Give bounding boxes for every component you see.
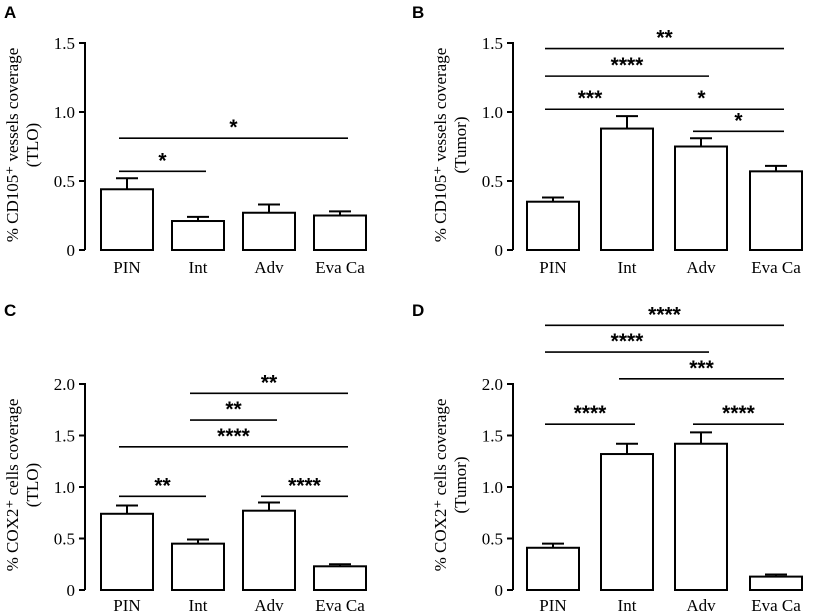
panel-label: B bbox=[412, 3, 424, 22]
y-tick-label: 1.5 bbox=[482, 34, 503, 53]
significance-stars: **** bbox=[722, 402, 756, 425]
y-axis-label-line2: (TLO) bbox=[23, 463, 42, 507]
y-tick-label: 2.0 bbox=[54, 375, 75, 394]
y-tick-label: 0 bbox=[67, 241, 76, 260]
x-tick-label: Eva Ca bbox=[315, 258, 365, 277]
x-tick-label: Int bbox=[189, 596, 208, 611]
bar bbox=[526, 200, 580, 251]
y-tick-label: 0 bbox=[495, 241, 504, 260]
x-tick-label: Int bbox=[618, 258, 637, 277]
significance-stars: * bbox=[229, 116, 238, 139]
significance-stars: **** bbox=[288, 474, 322, 497]
y-tick-label: 0.5 bbox=[482, 530, 503, 549]
bar bbox=[100, 512, 154, 592]
bar bbox=[171, 220, 225, 252]
y-axis-label-line1: % COX2⁺ cells coverage bbox=[3, 399, 22, 572]
panel-D: D 0 0.5 1.0 1.5 2.0 % COX2⁺ cells coverage(Tum… bbox=[412, 301, 803, 611]
significance-stars: **** bbox=[574, 402, 608, 425]
x-tick-label: Adv bbox=[686, 596, 716, 611]
x-tick-label: PIN bbox=[113, 258, 140, 277]
y-tick-label: 1.5 bbox=[482, 427, 503, 446]
bar bbox=[674, 145, 728, 251]
y-axis-label: % COX2⁺ cells coverage(TLO) bbox=[3, 399, 42, 572]
x-tick-label: Adv bbox=[254, 258, 284, 277]
y-tick-label: 1.5 bbox=[54, 427, 75, 446]
y-tick-label: 1.0 bbox=[54, 478, 75, 497]
x-tick-label: PIN bbox=[539, 596, 566, 611]
x-tick-label: Eva Ca bbox=[751, 596, 801, 611]
x-tick-label: Adv bbox=[686, 258, 716, 277]
significance-stars: **** bbox=[611, 54, 645, 77]
bar bbox=[100, 188, 154, 251]
x-tick-label: Adv bbox=[254, 596, 284, 611]
bar bbox=[749, 575, 803, 591]
bar bbox=[600, 127, 654, 251]
x-tick-label: Int bbox=[618, 596, 637, 611]
y-tick-label: 0 bbox=[495, 581, 504, 600]
bar bbox=[242, 509, 296, 591]
significance-stars: * bbox=[158, 149, 167, 172]
panel-label: A bbox=[4, 3, 16, 22]
significance-stars: ** bbox=[154, 474, 171, 497]
significance-stars: **** bbox=[611, 330, 645, 353]
y-tick-label: 1.0 bbox=[482, 103, 503, 122]
significance-stars: *** bbox=[578, 87, 603, 110]
y-axis-label-line1: % CD105⁺ vessels coverage bbox=[3, 48, 22, 243]
y-tick-label: 0.5 bbox=[482, 172, 503, 191]
x-tick-label: Eva Ca bbox=[751, 258, 801, 277]
y-axis-label: % COX2⁺ cells coverage(Tumor) bbox=[431, 399, 470, 572]
bar bbox=[313, 214, 367, 251]
significance-stars: * bbox=[697, 87, 706, 110]
y-tick-label: 0 bbox=[67, 581, 76, 600]
bar bbox=[526, 546, 580, 592]
bar bbox=[171, 542, 225, 592]
significance-stars: *** bbox=[689, 357, 714, 380]
y-axis-label-line2: (Tumor) bbox=[451, 457, 470, 514]
y-axis-label: % CD105⁺ vessels coverage(Tumor) bbox=[431, 48, 470, 243]
y-tick-label: 1.5 bbox=[54, 34, 75, 53]
significance-stars: ** bbox=[261, 371, 278, 394]
y-axis-label-line1: % COX2⁺ cells coverage bbox=[431, 399, 450, 572]
y-tick-label: 1.0 bbox=[482, 478, 503, 497]
panel-B: B 0 0.5 1.0 1.5 % CD105⁺ vessels coverage(Tum… bbox=[412, 3, 803, 277]
y-axis-label-line1: % CD105⁺ vessels coverage bbox=[431, 48, 450, 243]
y-axis-label-line2: (Tumor) bbox=[451, 117, 470, 174]
significance-stars: **** bbox=[217, 425, 251, 448]
significance-stars: **** bbox=[648, 303, 682, 326]
panel-C: C 0 0.5 1.0 1.5 2.0 % COX2⁺ cells coverage(TLO… bbox=[3, 301, 367, 611]
x-tick-label: Int bbox=[189, 258, 208, 277]
panel-label: D bbox=[412, 301, 424, 320]
x-tick-label: Eva Ca bbox=[315, 596, 365, 611]
y-axis-label: % CD105⁺ vessels coverage(TLO) bbox=[3, 48, 42, 243]
significance-stars: * bbox=[734, 109, 743, 132]
y-axis-label-line2: (TLO) bbox=[23, 123, 42, 167]
x-tick-label: PIN bbox=[113, 596, 140, 611]
x-tick-label: PIN bbox=[539, 258, 566, 277]
bar bbox=[600, 453, 654, 592]
y-tick-label: 0.5 bbox=[54, 172, 75, 191]
y-tick-label: 2.0 bbox=[482, 375, 503, 394]
y-tick-label: 1.0 bbox=[54, 103, 75, 122]
y-tick-label: 0.5 bbox=[54, 530, 75, 549]
bar bbox=[749, 170, 803, 251]
panel-label: C bbox=[4, 301, 16, 320]
significance-stars: ** bbox=[225, 398, 242, 421]
significance-stars: ** bbox=[656, 27, 673, 50]
panel-A: A 0 0.5 1.0 1.5 % CD105⁺ vessels coverage(TLO… bbox=[3, 3, 367, 277]
bar bbox=[313, 565, 367, 591]
bar bbox=[242, 211, 296, 252]
bar bbox=[674, 442, 728, 591]
